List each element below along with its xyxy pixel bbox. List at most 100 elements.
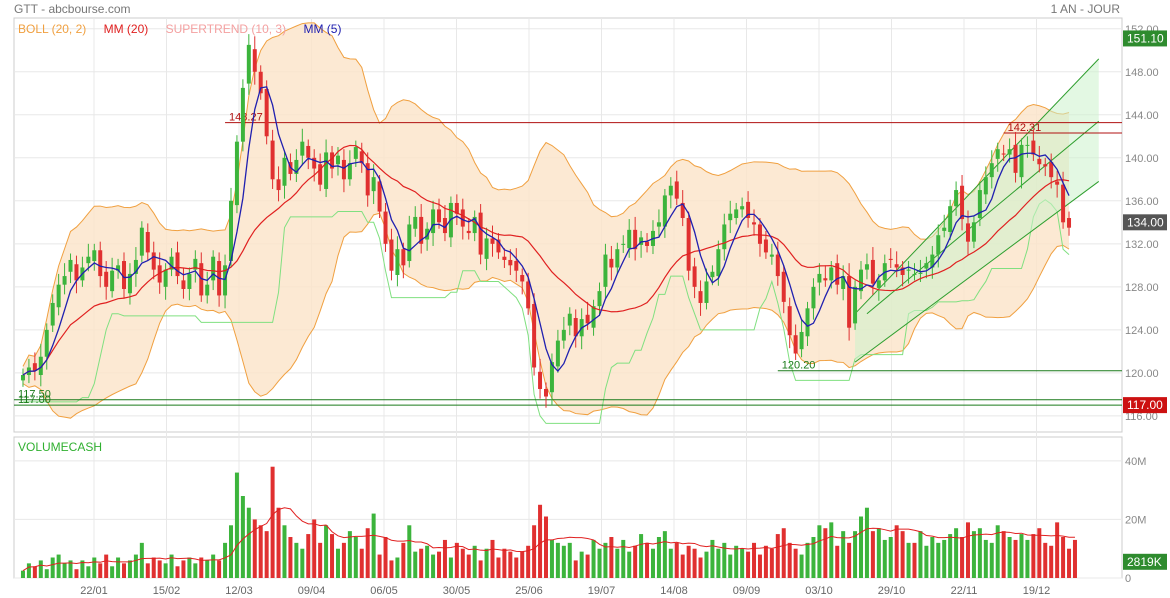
volume-bar [276, 507, 281, 578]
volume-bar [656, 537, 661, 578]
volume-bar [650, 548, 655, 578]
candle-body [538, 371, 543, 389]
candle-body [193, 258, 198, 270]
volume-bar [98, 563, 103, 578]
candle-body [817, 273, 822, 283]
legend-mm20[interactable]: MM (20) [103, 22, 149, 36]
candle-body [829, 267, 834, 281]
volume-bar [211, 554, 216, 578]
volume-bar [145, 563, 150, 578]
volume-bar [841, 531, 846, 578]
volume-bar [645, 542, 650, 578]
candle-body [781, 271, 786, 302]
date-tick-label: 30/05 [443, 585, 471, 597]
candle-body [145, 231, 150, 253]
candle-body [211, 256, 216, 281]
candle-body [181, 280, 186, 289]
volume-bar [508, 551, 513, 578]
candle-body [1025, 144, 1030, 146]
volume-bar [502, 548, 507, 578]
candle-body [383, 211, 388, 244]
legend-bollinger[interactable]: BOLL (20, 2) [18, 22, 87, 36]
candle-body [133, 259, 138, 274]
volume-bar [514, 557, 519, 578]
candle-body [425, 228, 430, 240]
date-tick-label: 29/10 [878, 585, 906, 597]
volume-bar [532, 525, 537, 578]
candle-body [62, 276, 67, 285]
candle-body [389, 239, 394, 271]
date-tick-label: 09/04 [298, 585, 326, 597]
date-tick-label: 03/10 [805, 585, 833, 597]
annotation-label: 117.50 [18, 389, 51, 401]
volume-bar [371, 513, 376, 578]
candle-body [205, 284, 210, 296]
price-tick-label: 140.00 [1125, 153, 1159, 165]
candle-body [799, 331, 804, 350]
candle-body [520, 275, 525, 282]
candle-body [359, 151, 364, 164]
volume-bar [300, 548, 305, 578]
volume-bar [918, 531, 923, 578]
candle-body [514, 261, 519, 271]
volume-bar [954, 528, 959, 578]
candle-body [793, 335, 798, 354]
volume-bar [139, 542, 144, 578]
volume-bar [805, 542, 810, 578]
volume-bar [466, 554, 471, 578]
price-tick-label: 128.00 [1125, 282, 1159, 294]
volume-bar [740, 548, 745, 578]
price-tag [1123, 214, 1167, 231]
date-tick-label: 22/11 [951, 585, 978, 597]
candle-body [621, 243, 626, 245]
volume-bar [888, 537, 893, 578]
volume-bar [882, 539, 887, 578]
candle-body [335, 155, 340, 165]
candle-body [187, 273, 192, 289]
volume-bar [799, 554, 804, 578]
volume-bar [894, 525, 899, 578]
candle-body [668, 185, 673, 196]
volume-bar [900, 531, 905, 578]
candle-body [1043, 164, 1048, 167]
volume-bar [62, 563, 67, 578]
volume-bar [448, 557, 453, 578]
candle-body [472, 216, 477, 234]
legend-supertrend[interactable]: SUPERTREND (10, 3) [165, 22, 287, 36]
volume-bar [454, 542, 459, 578]
volume-bar [829, 522, 834, 578]
candle-body [983, 177, 988, 195]
date-tick-label: 14/08 [660, 585, 688, 597]
candle-body [752, 222, 757, 225]
volume-bar [20, 570, 25, 578]
candle-body [532, 304, 537, 368]
volume-bar [930, 537, 935, 578]
candle-body [223, 265, 228, 296]
candle-body [757, 224, 762, 244]
trend-channel-lower [854, 181, 1100, 363]
chart-source: GTT - abcbourse.com [14, 2, 131, 16]
candle-body [264, 88, 269, 137]
volume-bar [936, 542, 941, 578]
volume-bar [621, 539, 626, 578]
chart-period: 1 AN - JOUR [1050, 2, 1120, 16]
candle-body [1001, 153, 1006, 155]
candle-body [240, 87, 245, 142]
candle-body [567, 313, 572, 326]
volume-bar [1007, 537, 1012, 578]
candle-body [609, 258, 614, 268]
volume-bar [793, 548, 798, 578]
volume-bar [407, 525, 412, 578]
volume-bar [526, 545, 531, 578]
volume-tag [1123, 553, 1167, 570]
volume-tag-label: 2819K [1127, 555, 1162, 569]
candle-body [686, 218, 691, 271]
volume-bar [294, 542, 299, 578]
price-tag-label: 134.00 [1127, 215, 1164, 229]
volume-bar [199, 557, 204, 578]
volume-bar [965, 522, 970, 578]
legend-mm5[interactable]: MM (5) [303, 22, 342, 36]
volume-bar [520, 551, 525, 578]
candle-body [377, 181, 382, 212]
annotation-label: 143.27 [229, 112, 263, 124]
